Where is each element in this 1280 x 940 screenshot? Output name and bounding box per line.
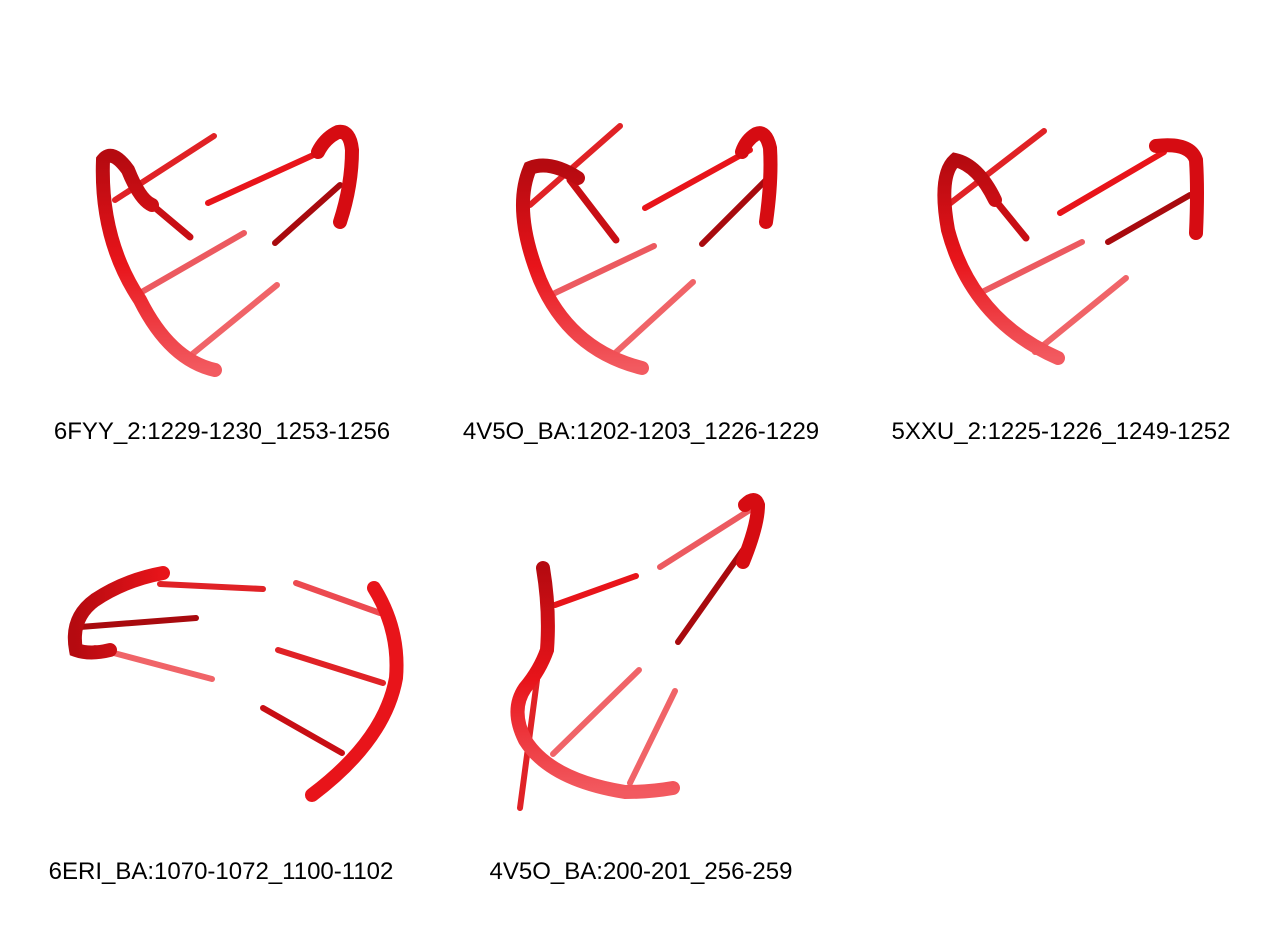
base-line [699, 177, 769, 247]
rna-structure-render [95, 124, 360, 377]
base-line [552, 243, 657, 296]
backbone-strand-2 [735, 126, 778, 229]
structure-panel-1: 6FYY_2:1229-1230_1253-1256 [0, 0, 430, 460]
base-line [642, 147, 753, 211]
base-line [550, 667, 642, 757]
base-line [77, 615, 199, 630]
base-line [1057, 149, 1167, 216]
base-line [275, 647, 386, 686]
structure-panel-5: 4V5O_BA:200-201_256-259 [440, 470, 870, 900]
rna-structure-render [67, 566, 404, 802]
structure-panel-2: 4V5O_BA:1202-1203_1226-1229 [430, 0, 860, 460]
base-line [137, 230, 247, 296]
rna-structure-render [937, 128, 1204, 365]
base-line [187, 282, 280, 359]
backbone-strand-1 [67, 566, 170, 660]
structure-label: 6ERI_BA:1070-1072_1100-1102 [48, 858, 394, 885]
base-line [566, 176, 620, 244]
backbone-strand-1 [510, 561, 680, 800]
base-line [991, 196, 1030, 242]
backbone-strand-2 [305, 581, 404, 802]
rna-structure-render [510, 493, 766, 811]
structure-panel-3: 5XXU_2:1225-1226_1249-1252 [860, 0, 1280, 460]
backbone-strand-2 [1149, 138, 1204, 240]
base-line [627, 688, 678, 786]
base-line [260, 705, 345, 756]
backbone-strand-1 [515, 158, 649, 375]
structure-panel-4: 6ERI_BA:1070-1072_1100-1102 [0, 470, 440, 900]
base-line [527, 123, 623, 208]
backbone-strand-1 [937, 152, 1065, 365]
base-line [205, 149, 323, 206]
base-line [552, 573, 639, 608]
base-line [148, 201, 194, 241]
base-line [675, 547, 746, 645]
base-line [1032, 275, 1129, 355]
base-line [945, 128, 1047, 208]
backbone-strand-2 [311, 124, 360, 229]
base-line [610, 279, 696, 358]
structure-label: 5XXU_2:1225-1226_1249-1252 [891, 418, 1231, 445]
backbone-strand-2 [736, 493, 766, 569]
base-line [157, 581, 266, 592]
rna-structure-render [515, 123, 778, 375]
structure-label: 4V5O_BA:1202-1203_1226-1229 [462, 418, 820, 445]
base-line [657, 505, 756, 570]
base-line [293, 580, 383, 616]
backbone-strand-1 [95, 148, 222, 377]
base-line [272, 182, 343, 246]
structure-label: 4V5O_BA:200-201_256-259 [489, 858, 793, 885]
base-line [1105, 192, 1193, 245]
base-line [977, 239, 1085, 296]
structure-label: 6FYY_2:1229-1230_1253-1256 [53, 418, 391, 445]
